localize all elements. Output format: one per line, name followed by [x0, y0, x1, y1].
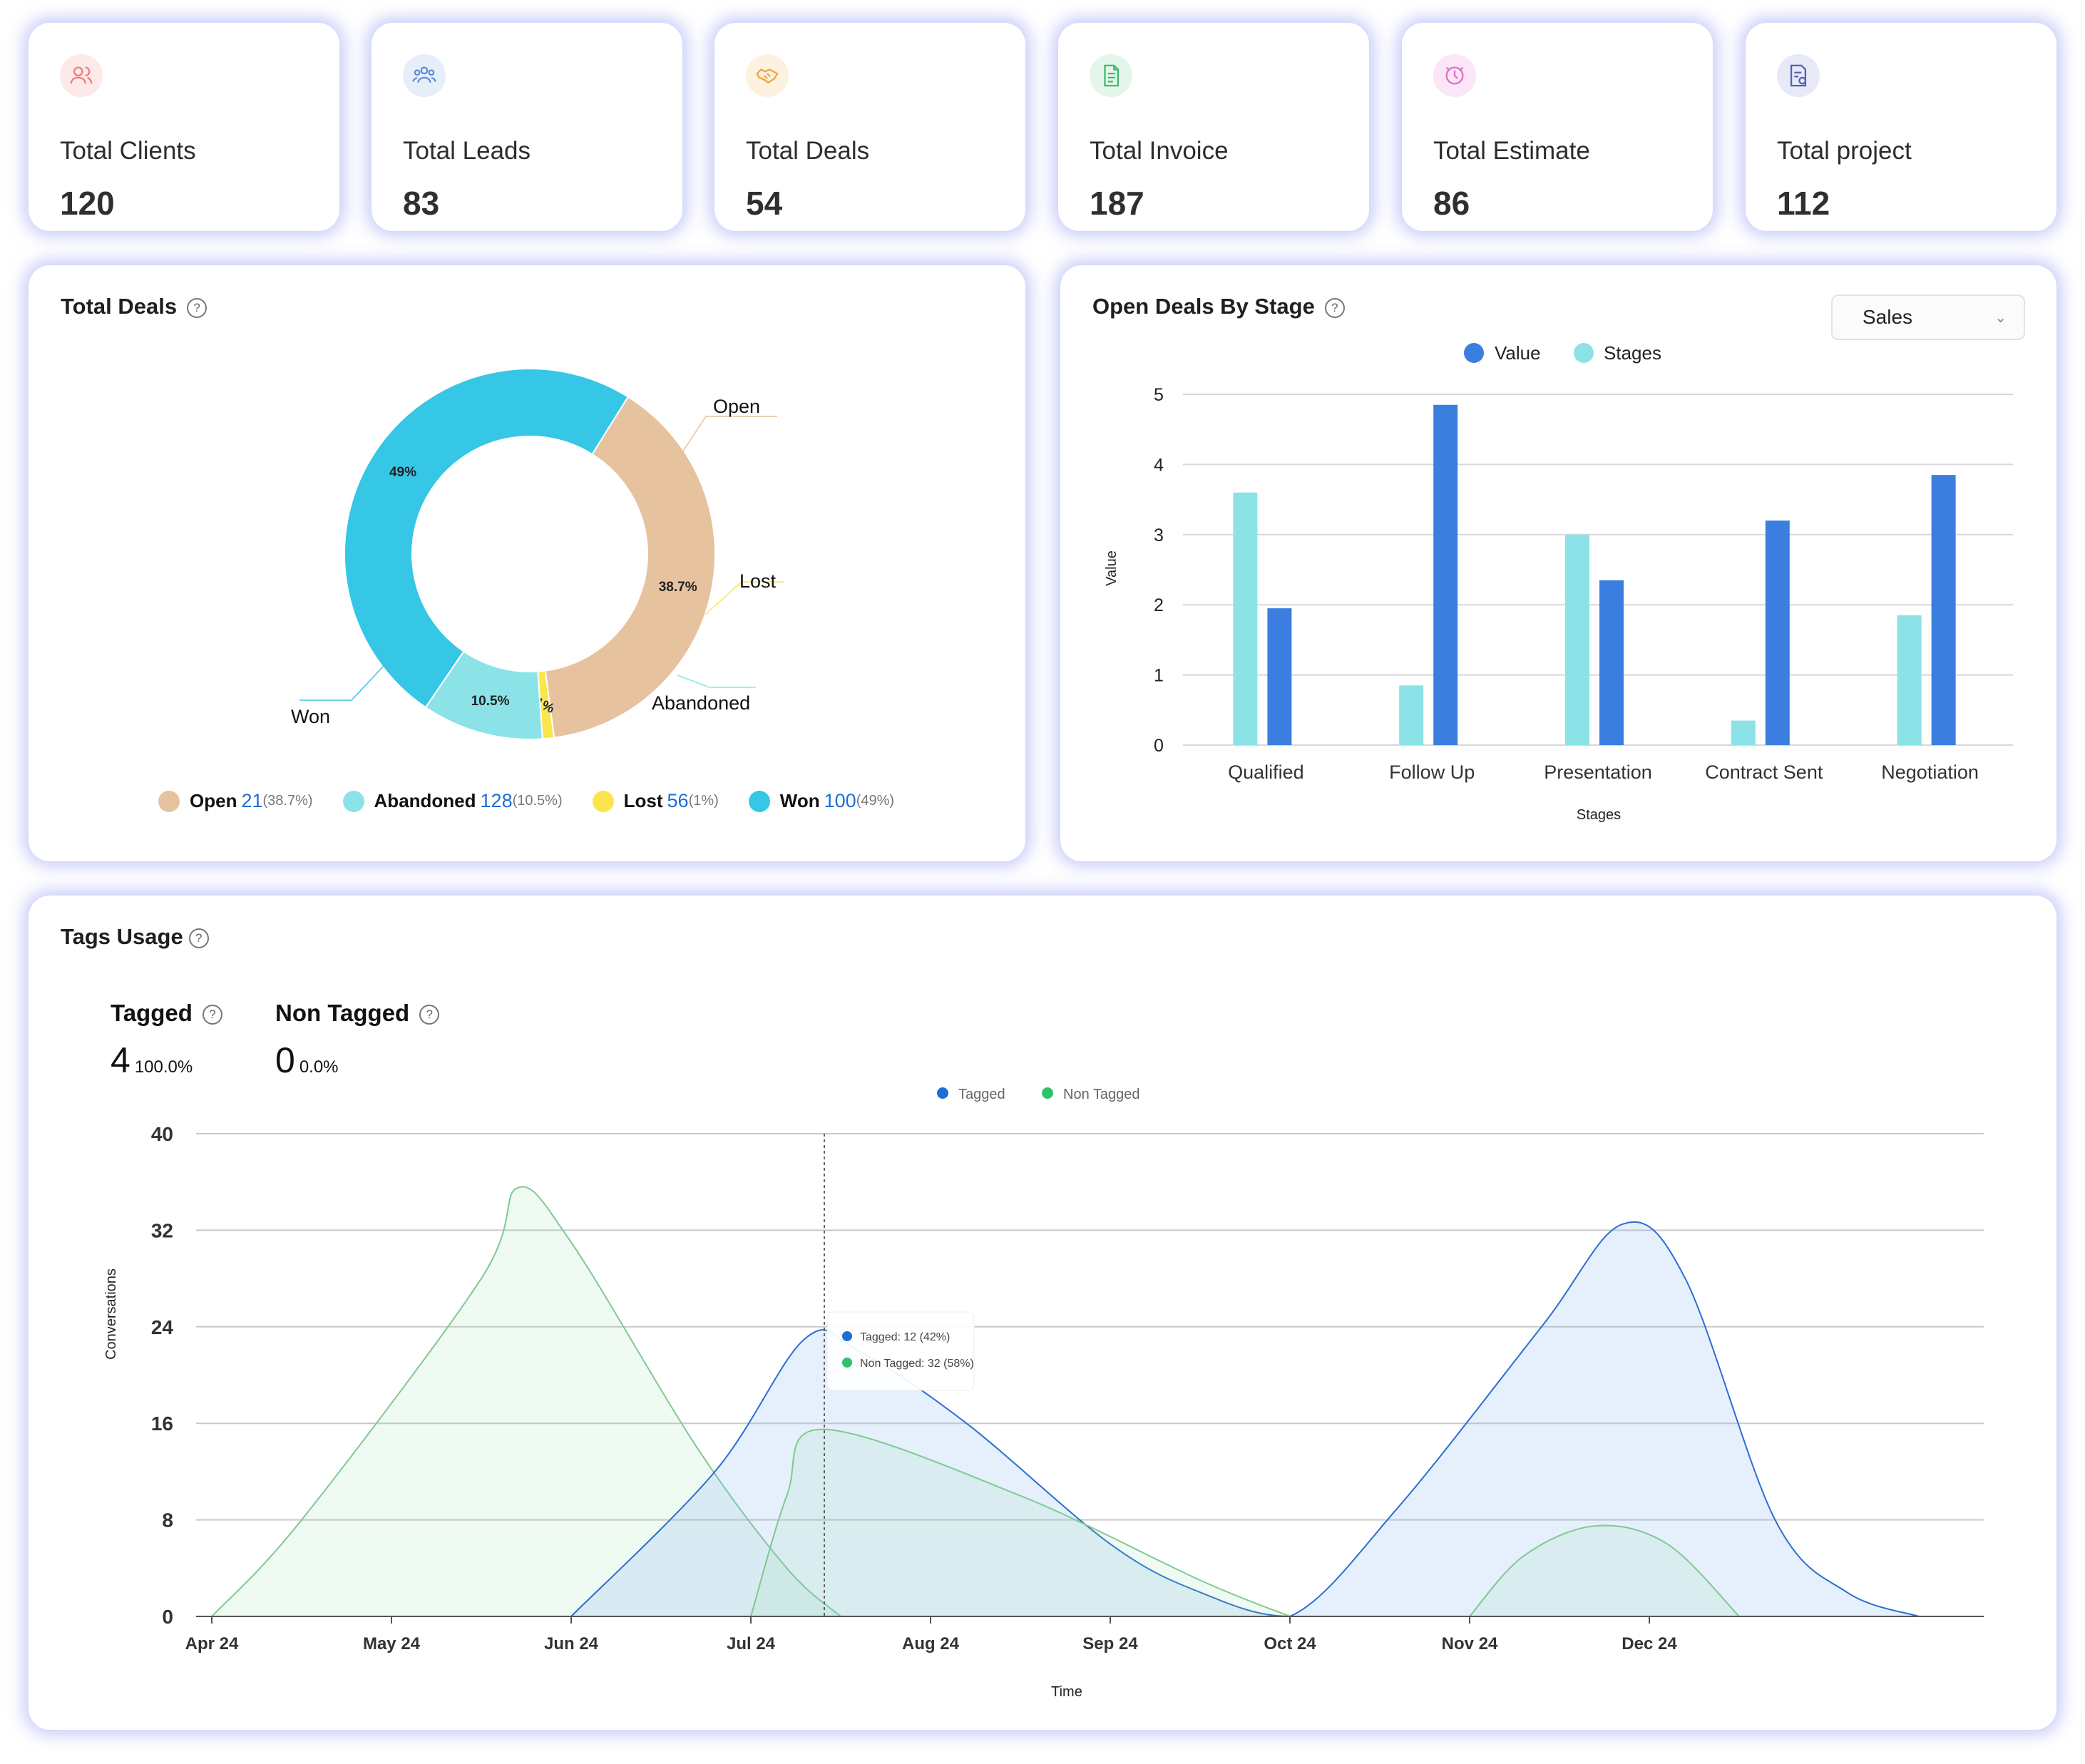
bar-stages: [1565, 534, 1589, 745]
legend-value-dot: [1464, 343, 1484, 363]
panel-title: Total Deals?: [61, 294, 208, 319]
stat-value: 120: [60, 185, 115, 222]
bar-stages: [1233, 492, 1258, 745]
y-tick-label: 3: [1154, 525, 1164, 545]
tags-usage-panel: Tags Usage? Tagged? 4 100.0% Non Tagged? …: [29, 896, 2056, 1730]
question-circle-icon[interactable]: ?: [419, 1005, 440, 1025]
y-tick-label: 4: [1154, 455, 1164, 475]
open-deals-panel: Open Deals By Stage?: [1060, 265, 2056, 861]
bar-value: [1599, 580, 1624, 745]
bar-value: [1267, 608, 1292, 745]
y-axis-label: Value: [1104, 550, 1120, 586]
donut-callouts: Open Lost Abandoned Won: [291, 396, 784, 727]
stat-card-invoice[interactable]: Total Invoice 187: [1058, 23, 1369, 231]
donut-chart: 38.7%1%10.5%49% Open Lost Abandoned Won: [291, 367, 784, 740]
estimate-icon: [1433, 54, 1476, 97]
legend-item-lost[interactable]: Lost 56 (1%): [592, 790, 719, 812]
legend-item-open[interactable]: Open 21 (38.7%): [158, 790, 313, 812]
stat-card-estimate[interactable]: Total Estimate 86: [1402, 23, 1713, 231]
chevron-down-icon: ⌄: [1994, 310, 2007, 326]
bar-chart: Value Stages Value Stages 0 1 2 3 4 5 Qualifie…: [1104, 342, 2013, 823]
callout-won: Won: [291, 706, 330, 727]
legend-dot: [342, 790, 364, 812]
stat-value: 83: [403, 185, 440, 222]
legend-stages-dot: [1574, 343, 1594, 363]
bar-stages: [1897, 615, 1922, 745]
users-icon: [60, 54, 103, 97]
x-tick-label: Follow Up: [1389, 762, 1475, 783]
stat-card-clients[interactable]: Total Clients 120: [29, 23, 339, 231]
invoice-icon: [1090, 54, 1132, 97]
x-axis-label: Stages: [1577, 807, 1621, 823]
legend-dot: [748, 790, 770, 812]
x-tick-label: Qualified: [1228, 762, 1304, 783]
bar-value: [1433, 404, 1458, 745]
panel-title: Open Deals By Stage?: [1092, 294, 1345, 319]
stat-label: Total project: [1777, 137, 1912, 165]
stat-card-leads[interactable]: Total Leads 83: [372, 23, 682, 231]
x-tick-label: Negotiation: [1881, 762, 1979, 783]
total-deals-panel: Total Deals? 38.7% 1% 10.5% 49% Open Lost A…: [29, 265, 1025, 861]
y-tick-label: 5: [1154, 385, 1164, 405]
legend-item-won[interactable]: Won 100 (49%): [748, 790, 894, 812]
question-circle-icon[interactable]: ?: [187, 297, 208, 318]
callout-open: Open: [713, 396, 760, 417]
legend-item-abandoned[interactable]: Abandoned 128 (10.5%): [342, 790, 563, 812]
pipeline-select[interactable]: Sales ⌄: [1831, 294, 2025, 340]
stat-card-deals[interactable]: Total Deals 54: [714, 23, 1025, 231]
donut-slice-label: 49%: [389, 465, 416, 480]
stat-label: Total Clients: [60, 137, 196, 165]
legend-value-label: Value: [1495, 342, 1541, 364]
donut-slice-won: [343, 367, 630, 709]
pipeline-select-value: Sales: [1863, 306, 1913, 328]
stat-label: Total Leads: [403, 137, 531, 165]
y-tick-label: 1: [1154, 666, 1164, 686]
x-tick-label: Presentation: [1544, 762, 1652, 783]
panel-title: Tags Usage?: [61, 924, 209, 950]
team-icon: [403, 54, 446, 97]
bar-stages: [1731, 720, 1756, 745]
stat-card-project[interactable]: Total project 112: [1746, 23, 2056, 231]
question-circle-icon[interactable]: ?: [1324, 297, 1345, 318]
stat-value: 86: [1433, 185, 1470, 222]
bar-value: [1765, 521, 1790, 745]
donut-legend: Open 21 (38.7%) Abandoned 128 (10.5%) Lo…: [158, 790, 924, 812]
bar-value: [1931, 475, 1956, 745]
stat-value: 187: [1090, 185, 1144, 222]
donut-slice-label: 10.5%: [471, 694, 510, 709]
question-circle-icon[interactable]: ?: [188, 928, 209, 948]
stat-value: 112: [1777, 185, 1830, 222]
stat-label: Total Deals: [746, 137, 870, 165]
question-circle-icon[interactable]: ?: [202, 1005, 222, 1025]
x-tick-label: Contract Sent: [1705, 762, 1823, 783]
nontagged-summary: Non Tagged? 0 0.0%: [275, 1000, 440, 1081]
donut-slice-open: [544, 396, 716, 739]
tagged-summary: Tagged? 4 100.0%: [111, 1000, 222, 1081]
legend-dot: [592, 790, 614, 812]
callout-abandoned: Abandoned: [652, 692, 750, 714]
stat-label: Total Estimate: [1433, 137, 1590, 165]
y-tick-label: 2: [1154, 595, 1164, 615]
stat-label: Total Invoice: [1090, 137, 1229, 165]
legend-stages-label: Stages: [1604, 342, 1661, 364]
legend-dot: [158, 790, 180, 812]
callout-lost: Lost: [739, 570, 777, 592]
stat-value: 54: [746, 185, 783, 222]
donut-slice-label: 38.7%: [659, 580, 697, 595]
y-tick-label: 0: [1154, 736, 1164, 756]
project-icon: [1777, 54, 1820, 97]
handshake-icon: [746, 54, 789, 97]
bar-stages: [1399, 685, 1424, 745]
